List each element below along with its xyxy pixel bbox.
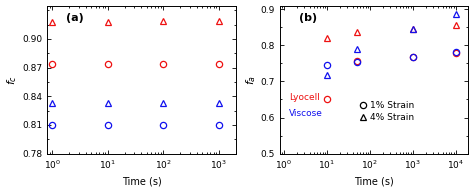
X-axis label: Time (s): Time (s): [121, 176, 161, 186]
Text: Lyocell: Lyocell: [289, 93, 320, 102]
Legend: 1% Strain, 4% Strain: 1% Strain, 4% Strain: [360, 101, 414, 122]
Text: (a): (a): [66, 13, 84, 23]
X-axis label: Time (s): Time (s): [354, 176, 394, 186]
Y-axis label: $f_a$: $f_a$: [244, 74, 258, 85]
Text: Viscose: Viscose: [289, 109, 323, 118]
Text: (b): (b): [299, 13, 317, 23]
Y-axis label: $f_c$: $f_c$: [6, 74, 19, 85]
